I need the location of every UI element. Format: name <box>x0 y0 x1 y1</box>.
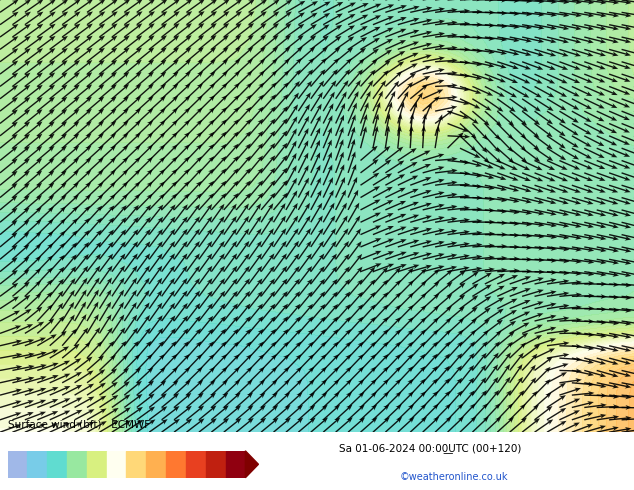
Bar <box>226 451 245 478</box>
Text: ©weatheronline.co.uk: ©weatheronline.co.uk <box>399 472 508 482</box>
Bar <box>8 451 27 478</box>
FancyArrow shape <box>245 451 259 478</box>
Text: Surface wind (bft)   ECMWF: Surface wind (bft) ECMWF <box>8 420 150 430</box>
Bar <box>166 451 186 478</box>
Bar <box>27 451 48 478</box>
Bar <box>48 451 67 478</box>
Bar <box>186 451 205 478</box>
Bar <box>127 451 146 478</box>
Bar <box>146 451 166 478</box>
Text: Sa 01-06-2024 00:00͟UTC (00+120): Sa 01-06-2024 00:00͟UTC (00+120) <box>339 443 522 453</box>
Bar <box>67 451 87 478</box>
Bar <box>205 451 226 478</box>
Bar <box>87 451 107 478</box>
Bar <box>107 451 127 478</box>
